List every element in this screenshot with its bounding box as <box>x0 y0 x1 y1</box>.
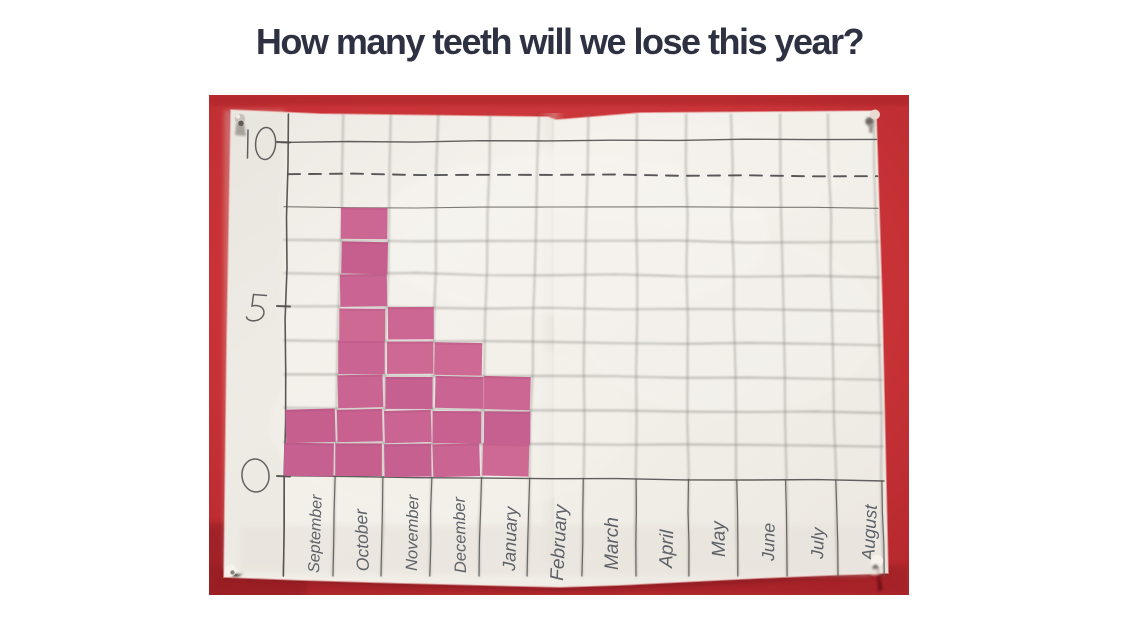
svg-text:May: May <box>708 520 730 558</box>
svg-text:August: August <box>858 503 881 562</box>
svg-text:January: January <box>499 505 521 572</box>
svg-text:February: February <box>547 503 572 582</box>
svg-text:March: March <box>602 517 623 570</box>
svg-text:October: October <box>351 507 373 571</box>
svg-text:April: April <box>656 529 678 569</box>
svg-text:November: November <box>403 493 422 571</box>
svg-text:June: June <box>758 523 779 563</box>
svg-text:September: September <box>306 494 326 573</box>
svg-text:December: December <box>451 495 470 573</box>
svg-text:July: July <box>807 526 828 560</box>
